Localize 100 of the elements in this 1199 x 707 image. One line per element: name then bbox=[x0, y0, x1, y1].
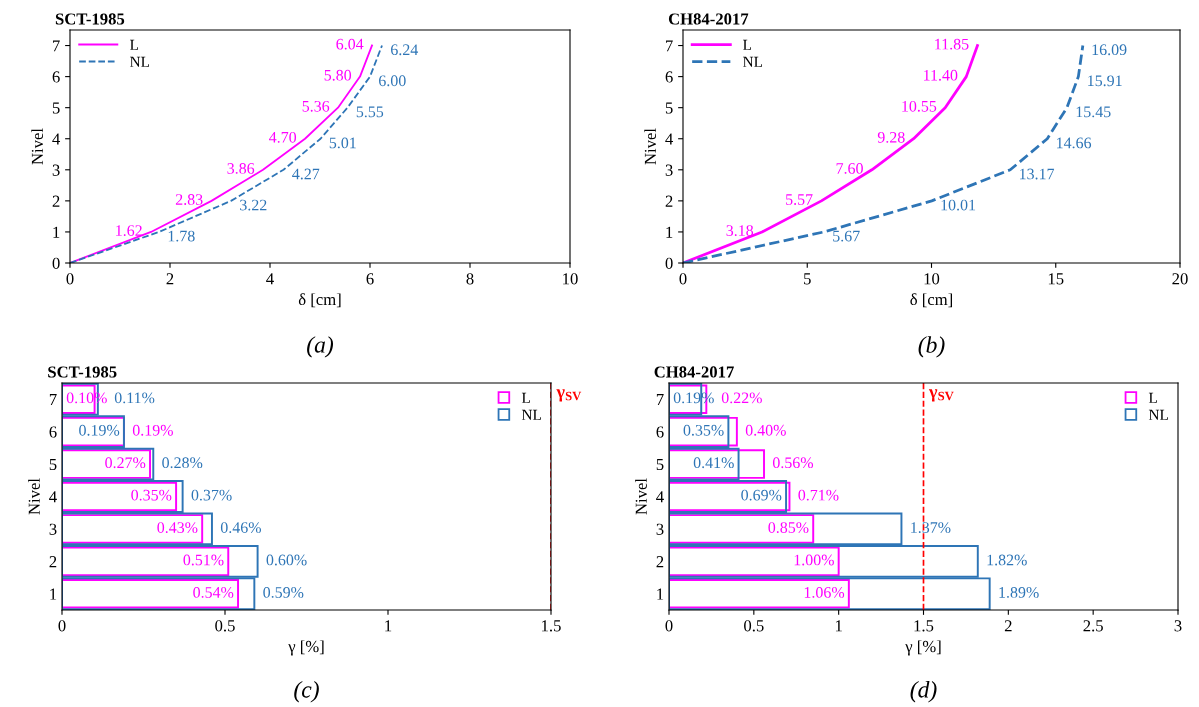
data-label: 0.28% bbox=[162, 457, 203, 469]
text: (c) bbox=[294, 681, 319, 703]
chart-title: SCT-1985 bbox=[55, 13, 125, 25]
x-tick-label: 2 bbox=[1004, 620, 1012, 632]
x-tick-label: 0 bbox=[679, 273, 687, 285]
y-tick-label: 2 bbox=[49, 556, 57, 568]
text: (b) bbox=[918, 336, 945, 358]
data-label: 1.00% bbox=[794, 554, 834, 566]
x-tick-label: 2.5 bbox=[1083, 620, 1103, 632]
legend-label: NL bbox=[743, 56, 763, 67]
x-tick-label: 3 bbox=[1174, 620, 1182, 632]
data-label: 0.60% bbox=[266, 554, 307, 566]
data-label: 0.46% bbox=[220, 522, 262, 533]
x-tick-label: 1.5 bbox=[914, 620, 934, 632]
annotation: 6.04 bbox=[336, 38, 364, 50]
data-label: 0.11% bbox=[114, 392, 155, 404]
y-tick-label: 0 bbox=[665, 257, 673, 269]
data-label: 0.35% bbox=[131, 489, 172, 501]
bar bbox=[669, 514, 815, 544]
x-tick-label: 20 bbox=[1172, 273, 1188, 285]
data-label: 0.59% bbox=[263, 587, 304, 598]
data-label: 0.54% bbox=[193, 587, 234, 598]
annotation: 4.27 bbox=[292, 168, 320, 180]
annotation: 11.40 bbox=[924, 69, 958, 81]
x-tick-label: 1 bbox=[385, 620, 392, 632]
x-tick-label: 0.5 bbox=[744, 620, 764, 632]
annotation: 6.00 bbox=[379, 75, 406, 87]
y-tick-label: 1 bbox=[657, 588, 664, 600]
bar bbox=[669, 579, 850, 609]
annotation: 3.18 bbox=[726, 225, 754, 236]
annotation: 5.80 bbox=[324, 69, 352, 81]
ref-line-label: γ$_{SV}$ bbox=[556, 389, 582, 402]
annotation: 16.09 bbox=[1092, 44, 1127, 56]
y-tick-label: 5 bbox=[52, 102, 60, 114]
data-label: 0.19% bbox=[79, 424, 120, 436]
legend-label: NL bbox=[130, 56, 150, 67]
bar bbox=[669, 546, 840, 577]
y-tick-label: 7 bbox=[656, 394, 664, 405]
data-label: 1.82% bbox=[987, 554, 1027, 566]
x-tick-label: 1.5 bbox=[542, 620, 561, 632]
y-tick-label: 3 bbox=[656, 523, 664, 535]
y-tick-label: 1 bbox=[53, 226, 60, 238]
annotation: 4.70 bbox=[269, 131, 297, 143]
y-tick-label: 5 bbox=[656, 458, 664, 471]
annotation: 15.91 bbox=[1088, 75, 1122, 87]
x-tick-label: 0.5 bbox=[215, 620, 235, 632]
y-tick-label: 4 bbox=[52, 133, 61, 145]
bar bbox=[669, 449, 765, 479]
chart-title: CH84-2017 bbox=[668, 13, 749, 25]
data-label: 0.27% bbox=[105, 457, 146, 469]
text: (a) bbox=[307, 336, 334, 358]
legend-label: NL bbox=[521, 409, 541, 420]
y-tick-label: 7 bbox=[49, 394, 57, 405]
annotation: 14.66 bbox=[1057, 137, 1092, 149]
x-tick-label: 10 bbox=[924, 273, 940, 285]
data-label: 0.19% bbox=[132, 424, 173, 436]
y-tick-label: 4 bbox=[656, 491, 664, 503]
y-tick-label: 3 bbox=[49, 523, 57, 535]
x-tick-label: 10 bbox=[563, 273, 578, 285]
legend-label: L bbox=[1148, 392, 1157, 403]
y-axis-title: Nivel bbox=[644, 128, 656, 165]
x-tick-label: 15 bbox=[1048, 273, 1064, 285]
x-axis-title: δ [cm] bbox=[298, 293, 341, 308]
annotation: 1.62 bbox=[116, 225, 142, 236]
y-tick-label: 1 bbox=[666, 226, 673, 238]
data-label: 0.69% bbox=[741, 489, 782, 501]
y-tick-label: 4 bbox=[665, 133, 674, 145]
annotation: 13.17 bbox=[1020, 168, 1055, 180]
data-label: 0.40% bbox=[745, 424, 786, 436]
annotation: 5.36 bbox=[302, 100, 330, 112]
data-label: 0.37% bbox=[191, 489, 232, 501]
x-tick-label: 4 bbox=[266, 273, 274, 285]
y-axis-title: Nivel bbox=[31, 128, 43, 165]
annotation: 1.78 bbox=[168, 230, 195, 242]
legend-label: L bbox=[130, 39, 138, 50]
y-tick-label: 5 bbox=[665, 102, 673, 114]
x-tick-label: 6 bbox=[366, 273, 374, 285]
y-tick-label: 2 bbox=[656, 556, 664, 568]
y-tick-label: 5 bbox=[49, 458, 57, 471]
x-axis-title: γ [%] bbox=[905, 640, 941, 656]
y-tick-label: 0 bbox=[52, 257, 60, 269]
x-axis-title: γ [%] bbox=[288, 640, 324, 656]
y-tick-label: 2 bbox=[52, 195, 60, 207]
legend-label: L bbox=[743, 39, 751, 50]
y-tick-label: 1 bbox=[50, 588, 57, 600]
x-tick-label: 5 bbox=[804, 273, 811, 285]
y-tick-label: 2 bbox=[665, 195, 673, 207]
x-tick-label: 1 bbox=[835, 620, 842, 632]
data-label: 0.71% bbox=[798, 489, 839, 501]
annotation: 3.22 bbox=[240, 199, 267, 211]
y-tick-label: 3 bbox=[665, 164, 673, 176]
data-label: 0.41% bbox=[693, 457, 734, 469]
x-axis-title: δ [cm] bbox=[910, 293, 952, 308]
bar bbox=[62, 579, 240, 609]
annotation: 5.01 bbox=[329, 137, 356, 149]
x-tick-label: 8 bbox=[466, 273, 474, 285]
annotation: 9.28 bbox=[877, 131, 905, 143]
annotation: 11.85 bbox=[935, 38, 969, 50]
y-tick-label: 7 bbox=[666, 40, 673, 52]
data-label: 0.56% bbox=[772, 457, 814, 469]
